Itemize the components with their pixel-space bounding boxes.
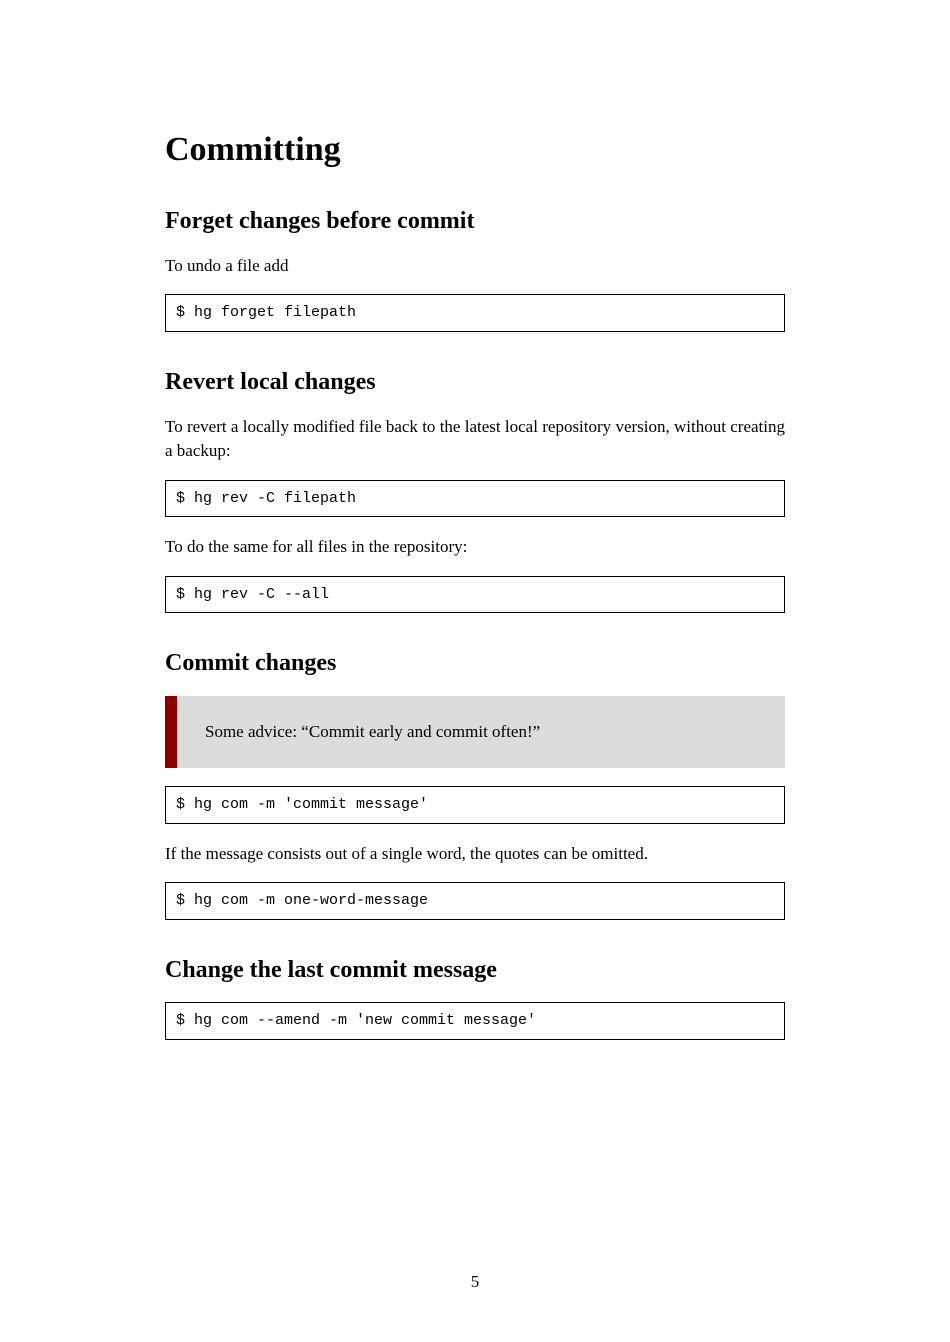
- body-text: To revert a locally modified file back t…: [165, 415, 785, 464]
- page-number: 5: [0, 1272, 950, 1292]
- section-heading: Forget changes before commit: [165, 207, 785, 236]
- code-block: $ hg forget filepath: [165, 294, 785, 332]
- callout-text: Some advice: “Commit early and commit of…: [205, 722, 540, 741]
- body-text: To undo a file add: [165, 254, 785, 279]
- page-title: Committing: [165, 130, 785, 171]
- body-text: To do the same for all files in the repo…: [165, 535, 785, 560]
- section-heading: Revert local changes: [165, 368, 785, 397]
- code-block: $ hg rev -C --all: [165, 576, 785, 614]
- body-text: If the message consists out of a single …: [165, 842, 785, 867]
- code-block: $ hg rev -C filepath: [165, 480, 785, 518]
- code-block: $ hg com -m one-word-message: [165, 882, 785, 920]
- callout-box: Some advice: “Commit early and commit of…: [165, 696, 785, 768]
- section-heading: Change the last commit message: [165, 956, 785, 985]
- section-heading: Commit changes: [165, 649, 785, 678]
- page: Committing Forget changes before commit …: [0, 0, 950, 1342]
- code-block: $ hg com -m 'commit message': [165, 786, 785, 824]
- code-block: $ hg com --amend -m 'new commit message': [165, 1002, 785, 1040]
